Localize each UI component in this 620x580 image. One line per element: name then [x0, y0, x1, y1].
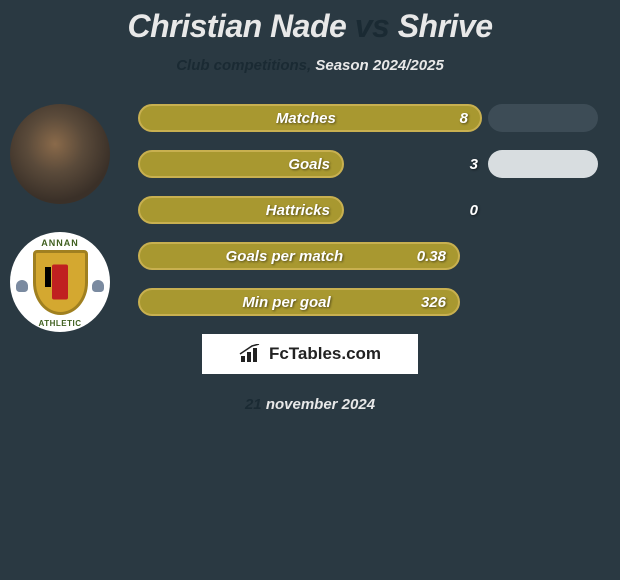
comparison-pill — [488, 150, 598, 178]
stat-bar: Goals — [138, 150, 344, 178]
stat-value: 0 — [470, 202, 482, 219]
stat-value: 3 — [470, 156, 482, 173]
footer-rest: november 2024 — [266, 396, 375, 413]
title-vs: vs — [355, 8, 390, 44]
thistle-icon — [16, 280, 28, 292]
stat-value: 326 — [421, 294, 446, 311]
subtitle-prefix: Club competitions, — [176, 57, 311, 74]
comparison-pill — [488, 104, 598, 132]
footer-day: 21 — [245, 396, 262, 413]
stat-label: Matches — [276, 110, 336, 127]
club-crest-icon — [33, 250, 88, 315]
stat-bar: Min per goal 326 — [138, 288, 460, 316]
stat-label: Goals — [288, 156, 330, 173]
title-player1: Christian Nade — [127, 8, 346, 44]
club-name-bottom: ATHLETIC — [10, 319, 110, 328]
stat-value: 8 — [460, 110, 468, 127]
stats-column: Matches 8 Goals 3 Hattricks 0 Goals per … — [138, 104, 482, 316]
club-avatar: ANNAN ATHLETIC — [10, 232, 110, 332]
content-area: ANNAN ATHLETIC Matches 8 Goals 3 — [0, 104, 620, 316]
stat-row-matches: Matches 8 — [138, 104, 482, 132]
stat-row-goals: Goals 3 — [138, 150, 482, 178]
footer-date: 21 november 2024 — [0, 396, 620, 413]
stat-label: Hattricks — [266, 202, 330, 219]
stat-row-mpg: Min per goal 326 — [138, 288, 482, 316]
title-player2: Shrive — [398, 8, 493, 44]
stat-label: Min per goal — [242, 294, 330, 311]
avatars-column: ANNAN ATHLETIC — [10, 104, 110, 360]
thistle-icon — [92, 280, 104, 292]
stat-bar: Matches 8 — [138, 104, 482, 132]
side-pills-column — [488, 104, 598, 196]
club-name-top: ANNAN — [10, 238, 110, 248]
stat-row-hattricks: Hattricks 0 — [138, 196, 482, 224]
stat-row-gpm: Goals per match 0.38 — [138, 242, 482, 270]
stat-bar: Goals per match 0.38 — [138, 242, 460, 270]
chart-icon — [239, 344, 263, 364]
subtitle-season: Season 2024/2025 — [315, 57, 443, 74]
stat-value: 0.38 — [417, 248, 446, 265]
branding-text: FcTables.com — [269, 344, 381, 364]
branding-badge: FcTables.com — [202, 334, 418, 374]
page-title: Christian Nade vs Shrive — [0, 0, 620, 45]
player-avatar — [10, 104, 110, 204]
stat-label: Goals per match — [226, 248, 344, 265]
stat-bar: Hattricks — [138, 196, 344, 224]
subtitle: Club competitions, Season 2024/2025 — [0, 57, 620, 74]
